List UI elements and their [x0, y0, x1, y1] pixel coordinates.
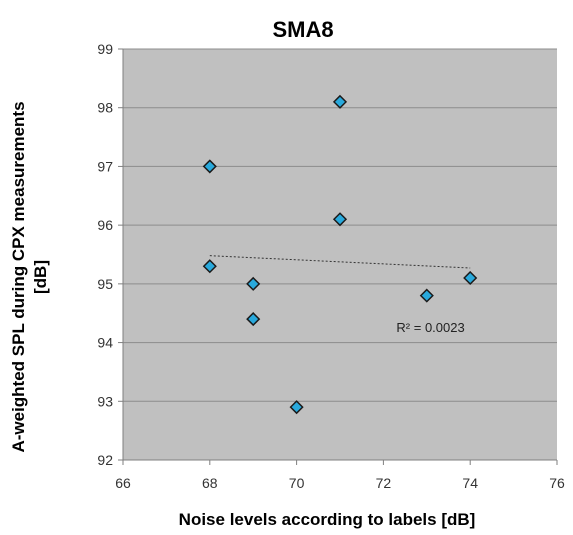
x-tick-label: 70 — [289, 475, 305, 491]
chart-title: SMA8 — [272, 17, 333, 42]
y-axis-title-line-2: [dB] — [31, 260, 50, 294]
y-tick-label: 98 — [97, 100, 113, 116]
x-tick-label: 66 — [115, 475, 131, 491]
data-point — [332, 94, 348, 109]
trendline-layer — [209, 255, 471, 269]
x-tick-label: 68 — [202, 475, 218, 491]
data-point — [332, 212, 348, 227]
y-axis-title-line-1: A-weighted SPL during CPX measurements — [9, 101, 28, 452]
plot-area — [123, 49, 557, 460]
y-axis-title: A-weighted SPL during CPX measurements [… — [9, 101, 50, 452]
data-point — [289, 400, 304, 415]
x-axis-title: Noise levels according to labels [dB] — [179, 510, 476, 529]
r-squared-label: R² = 0.0023 — [396, 320, 464, 335]
data-point — [246, 276, 261, 291]
y-tick-label: 97 — [97, 158, 113, 174]
axes — [122, 49, 557, 461]
y-tick-label: 99 — [97, 41, 113, 57]
data-point — [246, 312, 261, 327]
x-tick-label: 76 — [549, 475, 565, 491]
tick-labels: 92 93 94 95 96 97 98 99 66 68 70 72 74 76 — [97, 41, 565, 491]
data-point — [202, 259, 217, 274]
data-points — [202, 94, 478, 415]
trendline — [209, 255, 471, 269]
x-tick-label: 74 — [462, 475, 478, 491]
data-point — [202, 159, 217, 174]
y-tick-label: 92 — [97, 452, 113, 468]
x-tick-label: 72 — [376, 475, 392, 491]
y-tick-label: 94 — [97, 335, 113, 351]
y-tick-label: 96 — [97, 217, 113, 233]
y-tick-label: 95 — [97, 276, 113, 292]
data-point — [463, 270, 478, 286]
y-tick-label: 93 — [97, 393, 113, 409]
data-point — [419, 288, 434, 303]
